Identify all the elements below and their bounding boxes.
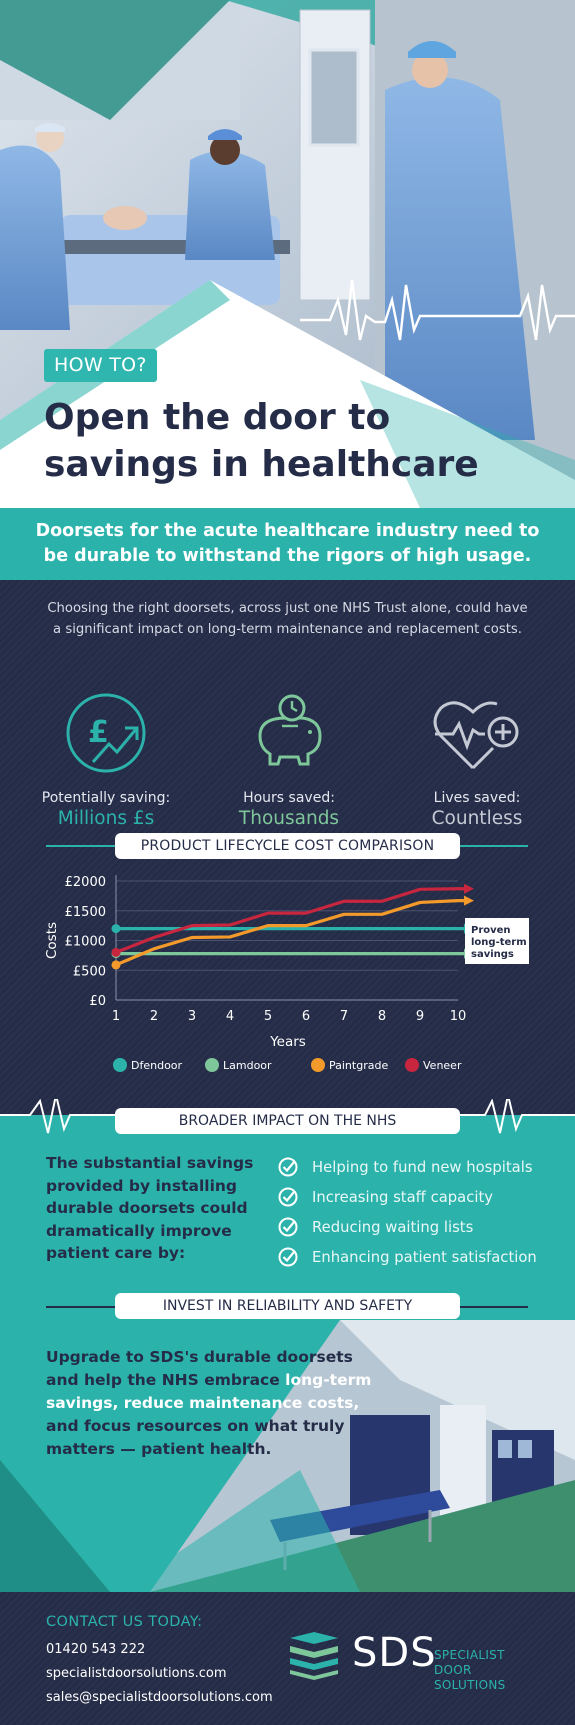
title-line-1: Open the door to bbox=[44, 397, 391, 438]
stat-money: £ Potentially saving: Millions £s bbox=[21, 690, 191, 829]
annotation-box bbox=[465, 918, 529, 964]
heart-pulse-plus-icon bbox=[433, 701, 519, 770]
check-icon bbox=[278, 1247, 298, 1267]
footer: CONTACT US TODAY: 01420 543 222 speciali… bbox=[0, 1592, 575, 1725]
annotation-text: long-term bbox=[471, 937, 527, 948]
series-end-arrow bbox=[464, 883, 474, 894]
series-line bbox=[115, 887, 464, 954]
series-line bbox=[115, 899, 464, 967]
impact-item-label: Reducing waiting lists bbox=[312, 1218, 474, 1236]
impact-title: BROADER IMPACT ON THE NHS bbox=[115, 1108, 460, 1134]
y-axis-label: Costs bbox=[44, 922, 60, 959]
stat-lives-value: Countless bbox=[431, 808, 523, 829]
piggy-bank-clock-icon bbox=[258, 694, 322, 766]
impact-item: Reducing waiting lists bbox=[278, 1212, 568, 1242]
banner-text: Doorsets for the acute healthcare indust… bbox=[6, 519, 570, 569]
x-tick-label: 4 bbox=[226, 1009, 234, 1024]
heartbeat-line bbox=[0, 1099, 575, 1134]
hero-section: HOW TO? Open the door to savings in heal… bbox=[0, 0, 575, 508]
banner-line-1: Doorsets for the acute healthcare indust… bbox=[35, 521, 540, 541]
series-start-point bbox=[111, 960, 121, 970]
stat-hours-value: Thousands bbox=[238, 808, 340, 829]
x-tick-label: 3 bbox=[188, 1009, 196, 1024]
impact-item: Helping to fund new hospitals bbox=[278, 1152, 568, 1182]
legend-swatch bbox=[311, 1058, 325, 1072]
legend-swatch bbox=[205, 1058, 219, 1072]
invest-section bbox=[0, 1320, 575, 1592]
stat-hours-label: Hours saved: bbox=[243, 790, 335, 806]
legend-swatch bbox=[113, 1058, 127, 1072]
legend-label: Paintgrade bbox=[329, 1059, 388, 1072]
banner-line-2: be durable to withstand the rigors of hi… bbox=[43, 546, 532, 566]
x-tick-label: 10 bbox=[450, 1009, 467, 1024]
intro-line-1: Choosing the right doorsets, across just… bbox=[47, 601, 528, 616]
y-tick-label: £500 bbox=[73, 964, 106, 979]
durability-banner: Doorsets for the acute healthcare indust… bbox=[0, 508, 575, 580]
invest-title: INVEST IN RELIABILITY AND SAFETY bbox=[115, 1293, 460, 1319]
x-tick-label: 6 bbox=[302, 1009, 310, 1024]
stat-money-value: Millions £s bbox=[57, 808, 155, 829]
lifecycle-cost-chart: £0 £500 £1000 £1500 £2000 1 2 3 4 5 6 7 8 9 10 Years Cos… bbox=[44, 875, 529, 1072]
impact-item-label: Enhancing patient satisfaction bbox=[312, 1248, 537, 1266]
intro-text: Choosing the right doorsets, across just… bbox=[30, 598, 545, 640]
invest-text-part-1: Upgrade to SDS's durable doorsets and he… bbox=[46, 1348, 353, 1389]
x-tick-label: 5 bbox=[264, 1009, 272, 1024]
pound-growth-icon: £ bbox=[66, 693, 146, 773]
impact-item: Enhancing patient satisfaction bbox=[278, 1242, 568, 1272]
x-tick-label: 8 bbox=[378, 1009, 386, 1024]
series-start-point bbox=[111, 924, 121, 934]
chart-section-title: PRODUCT LIFECYCLE COST COMPARISON bbox=[115, 833, 460, 859]
x-tick-label: 7 bbox=[340, 1009, 348, 1024]
x-tick-label: 9 bbox=[416, 1009, 424, 1024]
impact-item: Increasing staff capacity bbox=[278, 1182, 568, 1212]
contact-website[interactable]: specialistdoorsolutions.com bbox=[46, 1666, 227, 1681]
impact-list: Helping to fund new hospitals Increasing… bbox=[278, 1152, 568, 1272]
legend-label: Dfendoor bbox=[131, 1059, 183, 1072]
series-start-point bbox=[111, 947, 121, 957]
check-icon bbox=[278, 1187, 298, 1207]
series-end-arrow bbox=[464, 895, 474, 906]
y-tick-label: £1500 bbox=[65, 905, 106, 920]
title-line-2: savings in healthcare bbox=[44, 444, 479, 485]
stat-money-label: Potentially saving: bbox=[41, 790, 171, 806]
svg-text:£: £ bbox=[88, 715, 109, 750]
impact-item-label: Helping to fund new hospitals bbox=[312, 1158, 533, 1176]
annotation-text: Proven bbox=[471, 925, 511, 936]
impact-item-label: Increasing staff capacity bbox=[312, 1188, 494, 1206]
impact-text: The substantial savings provided by inst… bbox=[46, 1154, 254, 1262]
stat-hours: Hours saved: Thousands bbox=[204, 690, 374, 829]
logo-sub-line-2: SOLUTIONS bbox=[434, 1678, 506, 1692]
annotation-text: savings bbox=[471, 949, 514, 960]
invest-text-part-3: and focus resources on what truly matter… bbox=[46, 1417, 345, 1458]
logo-sub-line-1: SPECIALIST DOOR bbox=[434, 1648, 505, 1677]
legend-swatch bbox=[405, 1058, 419, 1072]
x-tick-label: 1 bbox=[112, 1009, 120, 1024]
page-title: Open the door to savings in healthcare bbox=[44, 394, 504, 488]
sds-logo-icon bbox=[290, 1632, 338, 1680]
stat-lives: Lives saved: Countless bbox=[392, 690, 562, 829]
contact-phone[interactable]: 01420 543 222 bbox=[46, 1642, 146, 1657]
contact-email[interactable]: sales@specialistdoorsolutions.com bbox=[46, 1690, 273, 1705]
invest-highlight: long-term savings, reduce maintenance co… bbox=[46, 1371, 372, 1412]
x-tick-label: 2 bbox=[150, 1009, 158, 1024]
y-tick-label: £0 bbox=[89, 994, 106, 1009]
logo-name: SDS bbox=[352, 1630, 437, 1676]
check-icon bbox=[278, 1157, 298, 1177]
savings-section: Choosing the right doorsets, across just… bbox=[0, 580, 575, 1115]
x-axis-label: Years bbox=[269, 1034, 306, 1050]
legend-label: Lamdoor bbox=[223, 1059, 272, 1072]
ward-illustration bbox=[0, 1320, 575, 1592]
contact-heading: CONTACT US TODAY: bbox=[46, 1614, 203, 1630]
check-icon bbox=[278, 1217, 298, 1237]
logo-subtitle: SPECIALIST DOOR SOLUTIONS bbox=[434, 1648, 544, 1693]
stat-lives-label: Lives saved: bbox=[433, 790, 521, 806]
legend-label: Veneer bbox=[423, 1059, 462, 1072]
intro-line-2: a significant impact on long-term mainte… bbox=[53, 622, 522, 637]
y-tick-label: £1000 bbox=[65, 935, 106, 950]
y-tick-label: £2000 bbox=[65, 875, 106, 890]
how-to-tag: HOW TO? bbox=[44, 349, 157, 382]
invest-text: Upgrade to SDS's durable doorsets and he… bbox=[46, 1346, 376, 1461]
